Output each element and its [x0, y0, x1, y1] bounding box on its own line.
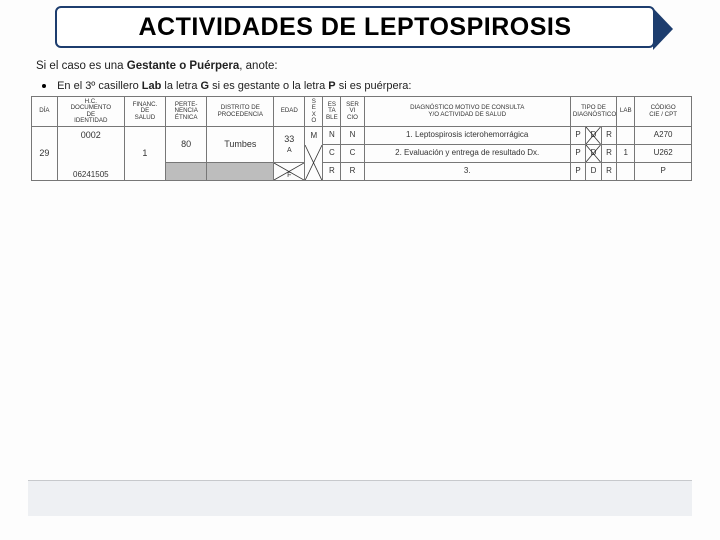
instruction-line: Si el caso es una Gestante o Puérpera, a…: [36, 60, 278, 72]
bullet-b2: G: [201, 80, 210, 92]
form-table: DÍA H.C.DOCUMENTODEIDENTIDAD FINANC.DESA…: [31, 96, 692, 181]
th-tipo: TIPO DEDIAGNÓSTICO: [570, 97, 616, 127]
cell-tipo-d2: D: [586, 145, 601, 163]
crossout-icon: [274, 163, 304, 180]
th-lab: LAB: [617, 97, 635, 127]
th-dia: DÍA: [32, 97, 58, 127]
cell-lab-1: [617, 127, 635, 145]
cell-cie-2: U262: [635, 145, 692, 163]
cell-tipo-d1: D: [586, 127, 601, 145]
cell-lab-2: 1: [617, 145, 635, 163]
cell-hc-bot: 06241505: [57, 145, 124, 181]
th-edad: EDAD: [274, 97, 305, 127]
th-financ: FINANC.DESALUD: [124, 97, 165, 127]
cell-sexo-m: M: [305, 127, 323, 145]
diag-num: 1.: [406, 130, 413, 139]
cell-cie-3: P: [635, 163, 692, 181]
title-banner: ACTIVIDADES DE LEPTOSPIROSIS: [55, 6, 655, 48]
edad-unit: A: [287, 147, 292, 154]
cell-edad-x: F: [274, 163, 305, 181]
diag-text: Evaluación y entrega de resultado Dx.: [404, 148, 539, 157]
bullet-prefix: En el 3º casillero: [57, 80, 142, 92]
cell-lab-3: [617, 163, 635, 181]
cell-serv-1: N: [341, 127, 364, 145]
page-title: ACTIVIDADES DE LEPTOSPIROSIS: [138, 13, 571, 42]
bullet-line: En el 3º casillero Lab la letra G si es …: [42, 80, 411, 92]
form-table-wrap: DÍA H.C.DOCUMENTODEIDENTIDAD FINANC.DESA…: [31, 96, 692, 181]
cell-est-2: C: [323, 145, 341, 163]
bullet-b1: Lab: [142, 80, 162, 92]
th-hc: H.C.DOCUMENTODEIDENTIDAD: [57, 97, 124, 127]
cell-diag-3: 3.: [364, 163, 570, 181]
table-row: 29 0002 1 80 Tumbes 33 A M N N 1. Leptos…: [32, 127, 692, 145]
th-distrito: DISTRITO DEPROCEDENCIA: [207, 97, 274, 127]
th-sexo: SEXO: [305, 97, 323, 127]
bullet-mid1: la letra: [161, 80, 200, 92]
edad-val: 33: [284, 134, 294, 144]
cell-tipo-r2: R: [601, 145, 616, 163]
crossout-icon: [586, 145, 600, 162]
cell-tipo-d3: D: [586, 163, 601, 181]
cell-perten: 80: [166, 127, 207, 163]
diag-text: Leptospirosis icterohemorrágica: [415, 130, 528, 139]
footer-bar: [28, 480, 692, 516]
crossout-icon: [586, 127, 600, 144]
th-cie: CÓDIGOCIE / CPT: [635, 97, 692, 127]
th-serv: SERVICIO: [341, 97, 364, 127]
cell-tipo-r1: R: [601, 127, 616, 145]
cell-est-3: R: [323, 163, 341, 181]
cell-tipo-p2: P: [570, 145, 585, 163]
cell-cie-1: A270: [635, 127, 692, 145]
crossout-icon: [305, 145, 322, 181]
cell-perten-shade: [166, 163, 207, 181]
cell-diag-2: 2. Evaluación y entrega de resultado Dx.: [364, 145, 570, 163]
cell-est-1: N: [323, 127, 341, 145]
cell-diag-1: 1. Leptospirosis icterohemorrágica: [364, 127, 570, 145]
instr-bold: Gestante o Puérpera: [127, 60, 239, 72]
cell-dia: 29: [32, 127, 58, 181]
bullet-icon: [42, 84, 46, 88]
instr-prefix: Si el caso es una: [36, 60, 127, 72]
cell-sexo-mid: [305, 145, 323, 181]
th-diag: DIAGNÓSTICO MOTIVO DE CONSULTAY/O ACTIVI…: [364, 97, 570, 127]
hc-doc: 06241505: [73, 170, 109, 179]
cell-edad: 33 A: [274, 127, 305, 163]
instr-suffix: , anote:: [239, 60, 277, 72]
cell-tipo-r3: R: [601, 163, 616, 181]
cell-serv-2: C: [341, 145, 364, 163]
th-est: ESTABLE: [323, 97, 341, 127]
cell-hc-top: 0002: [57, 127, 124, 145]
diag-num: 2.: [395, 148, 402, 157]
diag-num: 3.: [464, 166, 471, 175]
cell-serv-3: R: [341, 163, 364, 181]
bullet-b3: P: [328, 80, 335, 92]
bullet-mid3: si es puérpera:: [336, 80, 412, 92]
th-perten: PERTE-NENCIAÉTNICA: [166, 97, 207, 127]
cell-dist-shade: [207, 163, 274, 181]
cell-tipo-p1: P: [570, 127, 585, 145]
cell-financ: 1: [124, 127, 165, 181]
cell-distrito: Tumbes: [207, 127, 274, 163]
table-header-row: DÍA H.C.DOCUMENTODEIDENTIDAD FINANC.DESA…: [32, 97, 692, 127]
cell-tipo-p3: P: [570, 163, 585, 181]
bullet-mid2: si es gestante o la letra: [209, 80, 328, 92]
